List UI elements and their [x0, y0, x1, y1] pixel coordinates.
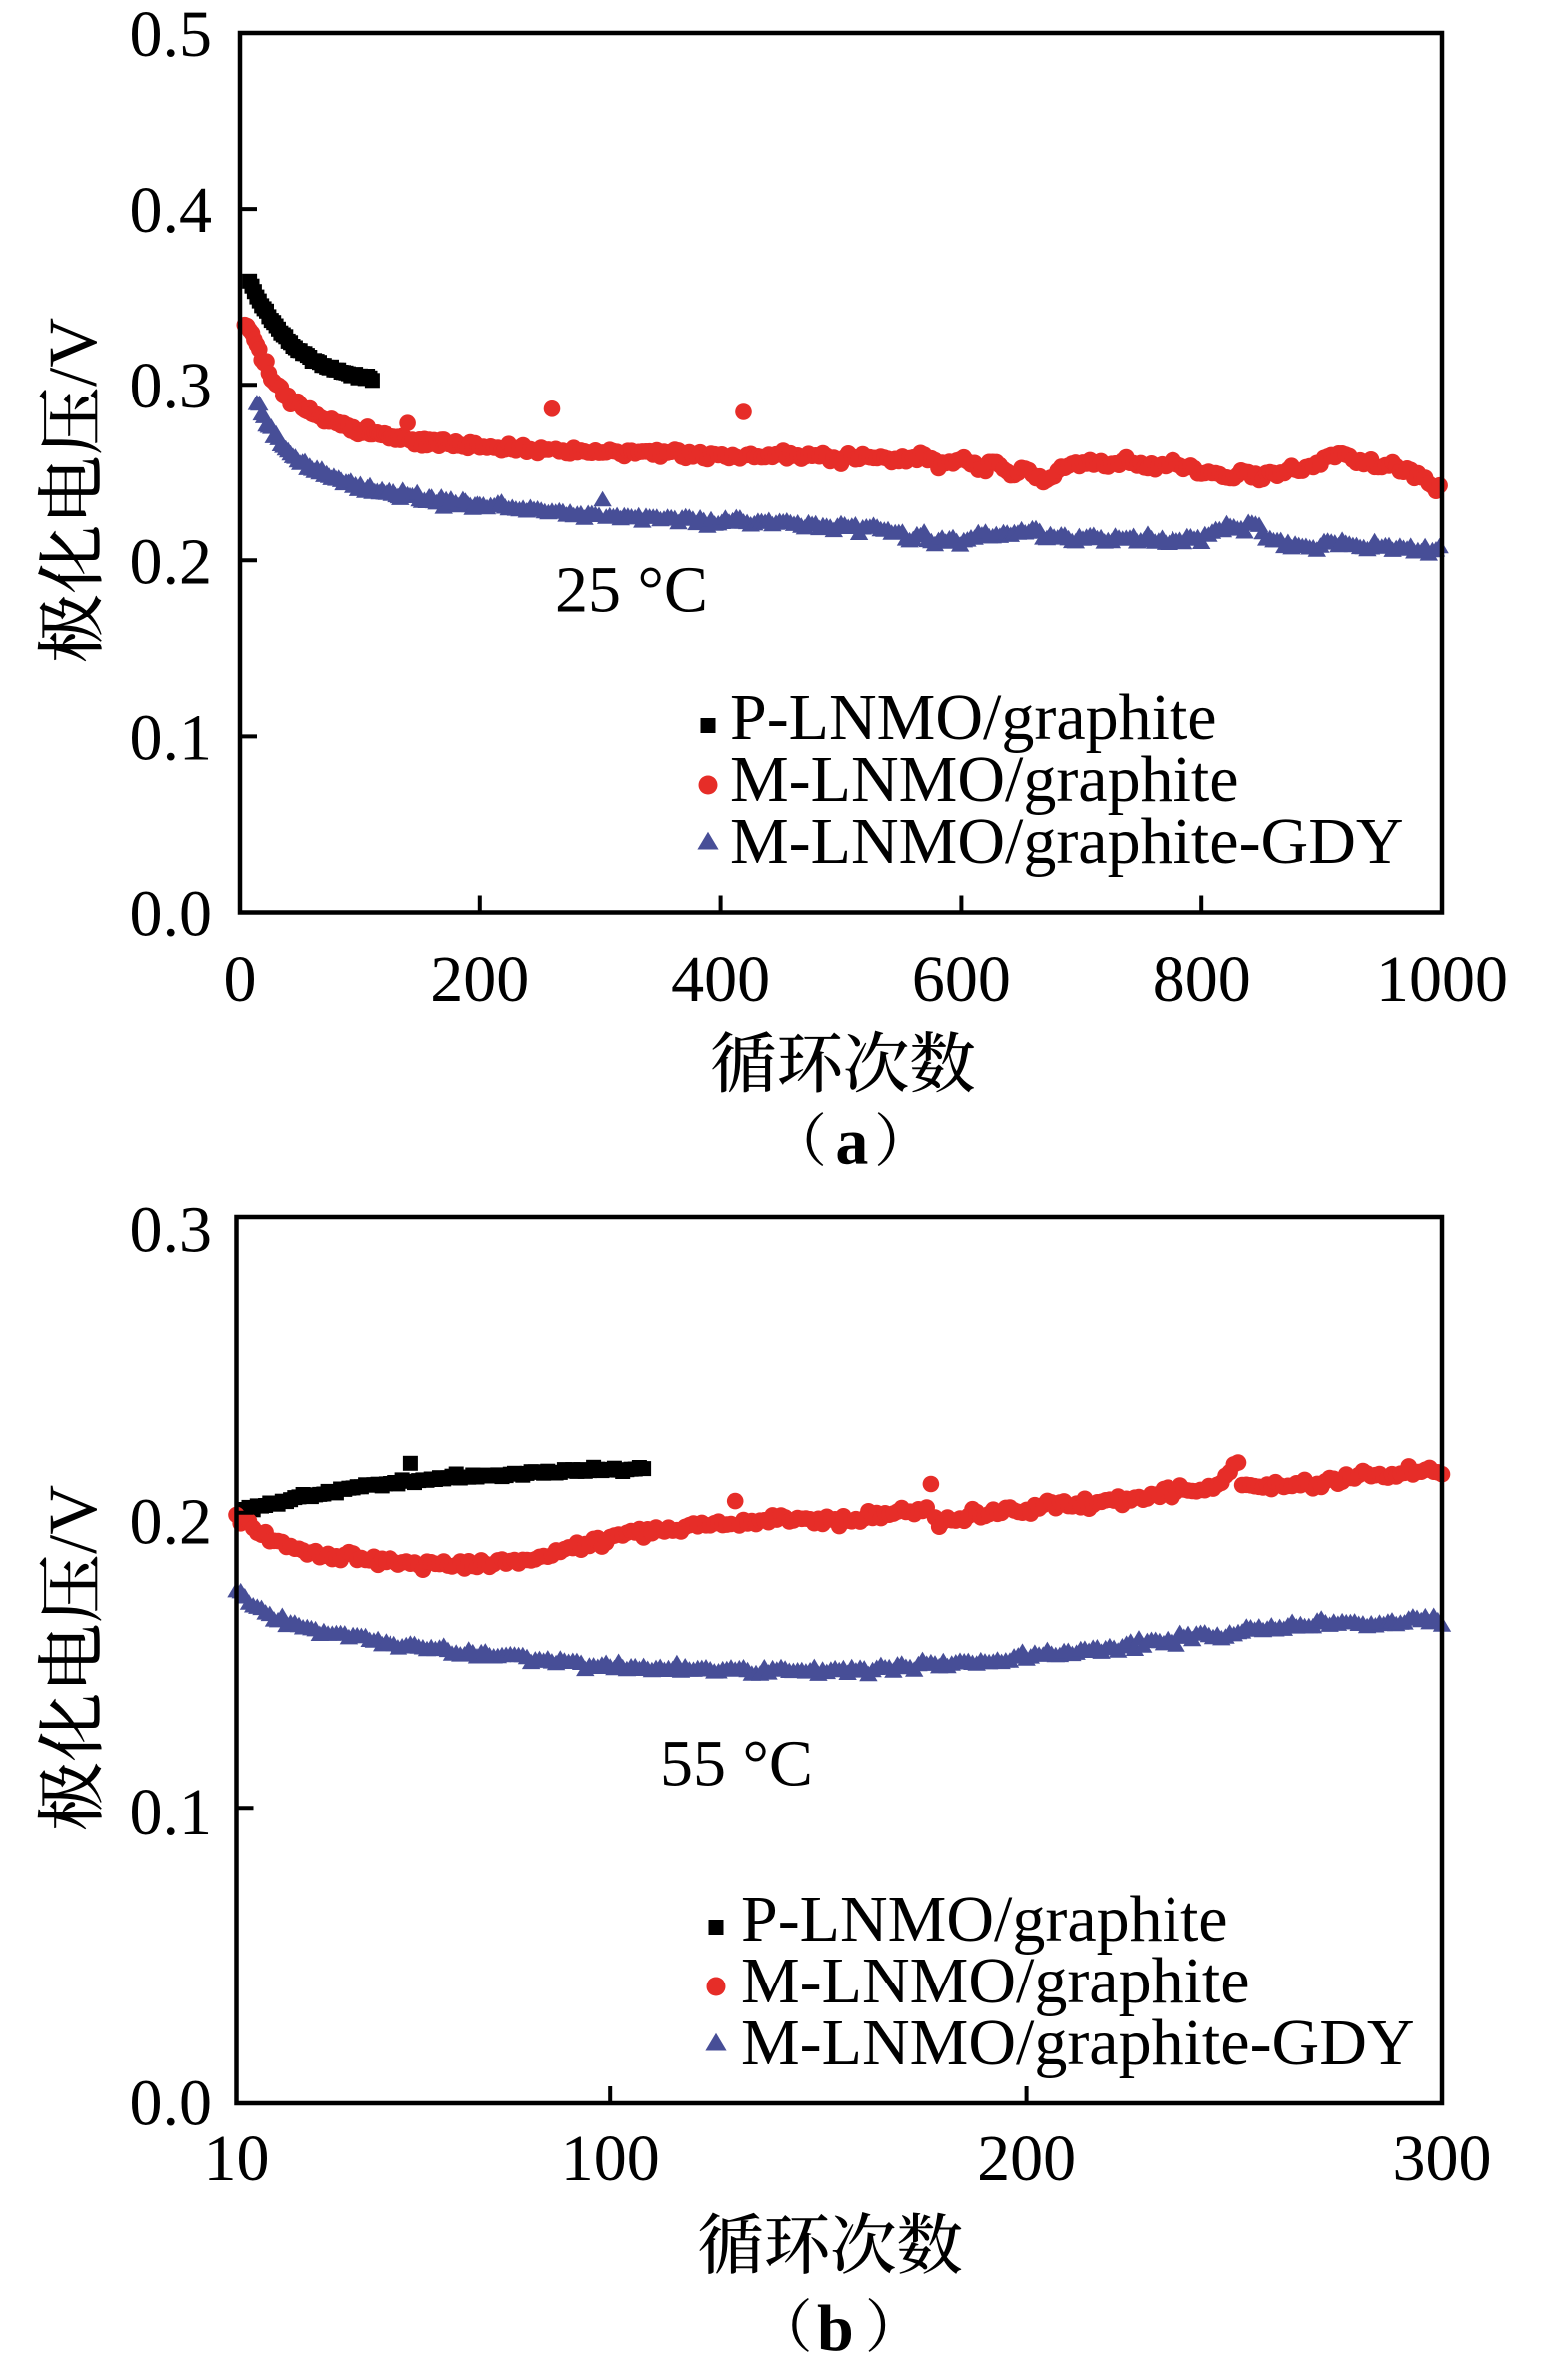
svg-text:0.2: 0.2 [130, 1486, 213, 1559]
svg-text:0.0: 0.0 [130, 2067, 213, 2140]
svg-text:M-LNMO/graphite: M-LNMO/graphite [730, 743, 1239, 816]
svg-text:0.2: 0.2 [130, 525, 213, 598]
svg-text:55 °C: 55 °C [660, 1728, 813, 1801]
svg-text:1000: 1000 [1376, 943, 1508, 1016]
svg-text:200: 200 [430, 943, 529, 1016]
svg-text:b: b [817, 2292, 854, 2365]
svg-text:/V: /V [35, 1485, 111, 1554]
svg-text:300: 300 [1393, 2122, 1492, 2195]
svg-text:0.4: 0.4 [130, 174, 213, 247]
svg-text:0.5: 0.5 [130, 0, 213, 71]
svg-text:0.1: 0.1 [130, 701, 213, 774]
svg-text:M-LNMO/graphite-GDY: M-LNMO/graphite-GDY [741, 2006, 1415, 2079]
svg-text:400: 400 [671, 943, 770, 1016]
svg-text:0.3: 0.3 [130, 350, 213, 422]
svg-text:0: 0 [224, 943, 257, 1016]
svg-text:25 °C: 25 °C [555, 553, 708, 626]
svg-text:0.0: 0.0 [130, 878, 213, 951]
svg-text:M-LNMO/graphite-GDY: M-LNMO/graphite-GDY [730, 805, 1404, 878]
svg-text:P-LNMO/graphite: P-LNMO/graphite [741, 1883, 1228, 1956]
svg-text:P-LNMO/graphite: P-LNMO/graphite [730, 681, 1217, 754]
svg-text:100: 100 [561, 2122, 660, 2195]
svg-text:200: 200 [977, 2122, 1076, 2195]
svg-text:10: 10 [204, 2122, 270, 2195]
svg-text:M-LNMO/graphite: M-LNMO/graphite [741, 1945, 1250, 2017]
svg-text:a: a [835, 1106, 868, 1179]
svg-text:0.1: 0.1 [130, 1776, 213, 1849]
svg-text:800: 800 [1153, 943, 1251, 1016]
svg-text:/V: /V [35, 318, 111, 387]
svg-text:0.3: 0.3 [130, 1193, 213, 1266]
svg-text:600: 600 [912, 943, 1011, 1016]
